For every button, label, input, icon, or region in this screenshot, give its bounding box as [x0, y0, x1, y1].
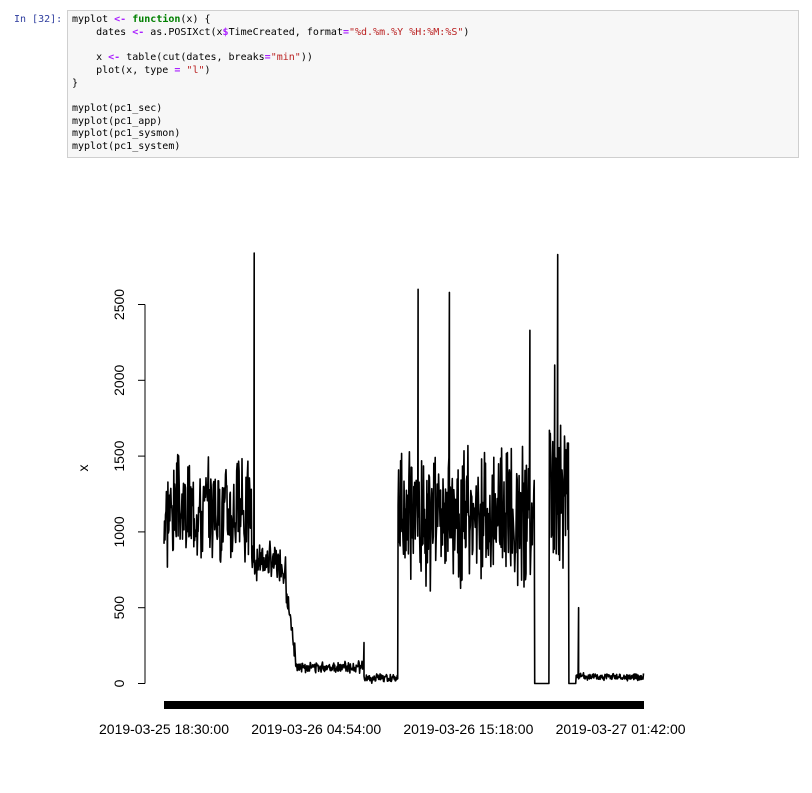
code-token: plot(x, type: [72, 64, 175, 76]
code-token: ): [204, 64, 211, 76]
y-axis: 0 500 1000 1500 2000 2500: [111, 289, 146, 687]
code-token: (x) {: [180, 14, 211, 25]
code-token: myplot(pc1_app): [72, 115, 163, 127]
code-token: x: [72, 52, 109, 64]
code-token: <-: [132, 26, 145, 38]
code-token: )): [300, 52, 313, 64]
x-tick-label: 2019-03-27 01:42:00: [556, 721, 686, 737]
code-line: dates <- as.POSIXct(x$TimeCreated, forma…: [72, 27, 469, 38]
code-token: ): [463, 26, 470, 38]
y-tick-label: 1500: [111, 440, 127, 471]
code-token: }: [72, 77, 79, 89]
code-token: myplot: [72, 14, 115, 25]
y-tick-label: 500: [111, 596, 127, 620]
code-token: =: [264, 52, 271, 64]
code-line: myplot(pc1_sec): [72, 103, 162, 114]
x-axis: 2019-03-25 18:30:00 2019-03-26 04:54:00 20…: [99, 701, 686, 737]
code-token: $: [222, 26, 229, 38]
y-tick-label: 2500: [111, 289, 127, 320]
series-line: [163, 252, 645, 685]
code-token: =: [342, 26, 349, 38]
y-tick-label: 1000: [111, 516, 127, 547]
x-tick-label: 2019-03-25 18:30:00: [99, 721, 229, 737]
plot-output: 0 500 1000 1500 2000 2500 2019-03-25 18:30:00…: [0, 170, 812, 788]
x-tick-label: 2019-03-26 15:18:00: [403, 721, 533, 737]
code-token: as.POSIXct(x: [144, 26, 223, 38]
code-line: myplot <- function(x) {: [72, 14, 211, 25]
code-token: "min": [270, 52, 301, 64]
code-token: myplot(pc1_sec): [72, 102, 163, 114]
code-line: myplot(pc1_sysmon): [72, 128, 180, 139]
y-tick-label: 2000: [111, 365, 127, 396]
code-token: myplot(pc1_sysmon): [72, 128, 181, 140]
code-token: "l": [186, 64, 205, 76]
code-token: <-: [108, 52, 121, 64]
code-token: TimeCreated, format: [228, 26, 343, 38]
code-token: function: [132, 14, 181, 25]
code-line: myplot(pc1_system): [72, 141, 180, 152]
code-token: dates: [72, 26, 133, 38]
line-chart: 0 500 1000 1500 2000 2500 2019-03-25 18:30:00…: [75, 252, 686, 737]
code-token: <-: [114, 14, 127, 25]
x-tick-label: 2019-03-26 04:54:00: [251, 721, 381, 737]
code-token: =: [174, 64, 181, 76]
code-line: myplot(pc1_app): [72, 116, 162, 127]
x-axis-minute-ticks: [164, 701, 644, 709]
y-axis-label: x: [75, 465, 91, 472]
code-token: myplot(pc1_system): [72, 141, 181, 153]
code-editor[interactable]: myplot <- function(x) { dates <- as.POSI…: [68, 11, 798, 157]
y-tick-label: 0: [111, 679, 127, 687]
code-line: plot(x, type = "l"): [72, 64, 211, 76]
cell-prompt: In [32]:: [14, 14, 63, 25]
code-cell[interactable]: myplot <- function(x) { dates <- as.POSI…: [67, 10, 799, 158]
code-token: "%d.%m.%Y %H:%M:%S": [349, 26, 464, 38]
code-token: table(cut(dates, breaks: [120, 52, 265, 64]
code-line: }: [72, 78, 78, 89]
code-line: x <- table(cut(dates, breaks="min")): [72, 52, 313, 63]
